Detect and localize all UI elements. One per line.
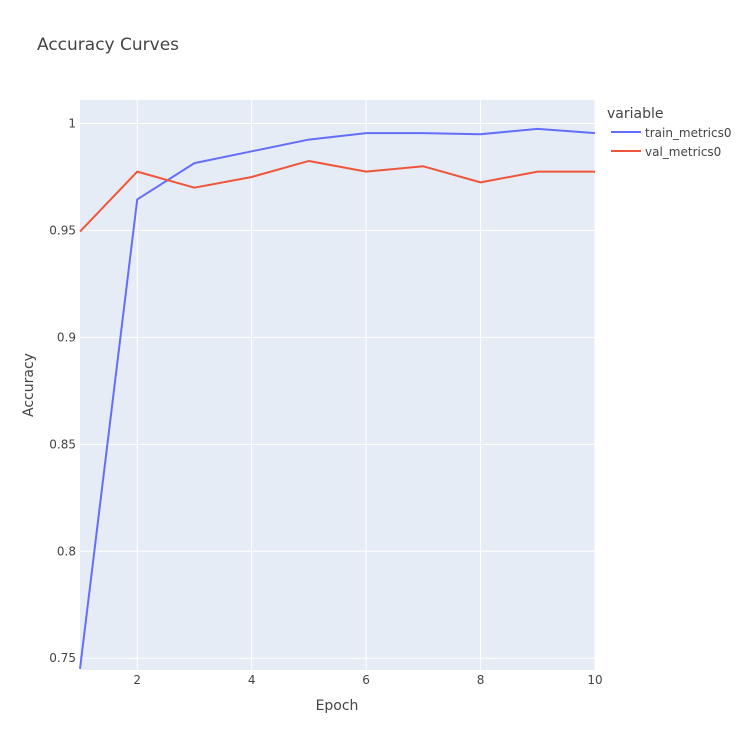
data-point-val_metrics0 [250,175,254,179]
legend[interactable]: variable train_metrics0 val_metrics0 [607,106,731,159]
data-point-train_metrics0 [593,131,597,135]
legend-items[interactable]: train_metrics0 val_metrics0 [611,126,731,159]
data-point-train_metrics0 [364,131,368,135]
data-point-train_metrics0 [307,138,311,142]
plot-area [80,100,595,670]
data-point-train_metrics0 [479,132,483,136]
y-tick-label: 0.9 [57,330,76,344]
data-point-val_metrics0 [307,159,311,163]
series-line-train_metrics0 [79,127,596,670]
y-tick-label: 0.8 [57,544,76,558]
legend-item-val_metrics0[interactable]: val_metrics0 [611,145,721,159]
x-tick-label: 10 [587,673,602,687]
data-point-val_metrics0 [593,170,597,174]
data-point-train_metrics0 [421,131,425,135]
y-axis-title: Accuracy [21,353,37,417]
x-axis-ticks: 2 4 6 8 10 [133,673,602,687]
x-tick-label: 6 [362,673,370,687]
x-tick-label: 8 [477,673,485,687]
legend-label: train_metrics0 [645,126,731,140]
data-point-val_metrics0 [536,170,540,174]
data-point-val_metrics0 [421,164,425,168]
legend-title: variable [607,106,663,122]
data-point-train_metrics0 [536,127,540,131]
data-point-val_metrics0 [192,186,196,190]
data-point-val_metrics0 [135,170,139,174]
gridlines [80,100,596,670]
y-tick-label: 1 [68,117,76,131]
data-point-train_metrics0 [135,197,139,201]
y-tick-label: 0.75 [49,651,76,665]
series-lines [78,127,597,671]
x-tick-label: 4 [248,673,256,687]
y-tick-label: 0.85 [49,437,76,451]
legend-item-train_metrics0[interactable]: train_metrics0 [611,126,731,140]
data-point-val_metrics0 [78,230,82,234]
y-tick-label: 0.95 [49,223,76,237]
chart-title: Accuracy Curves [37,35,179,55]
data-point-train_metrics0 [250,149,254,153]
data-point-val_metrics0 [479,180,483,184]
y-axis-ticks: 0.75 0.8 0.85 0.9 0.95 1 [49,117,76,666]
series-line-val_metrics0 [79,159,595,233]
data-point-val_metrics0 [364,170,368,174]
data-point-train_metrics0 [78,667,82,671]
legend-label: val_metrics0 [645,145,721,159]
data-point-train_metrics0 [192,161,196,165]
x-tick-label: 2 [133,673,141,687]
x-axis-title: Epoch [316,698,359,714]
